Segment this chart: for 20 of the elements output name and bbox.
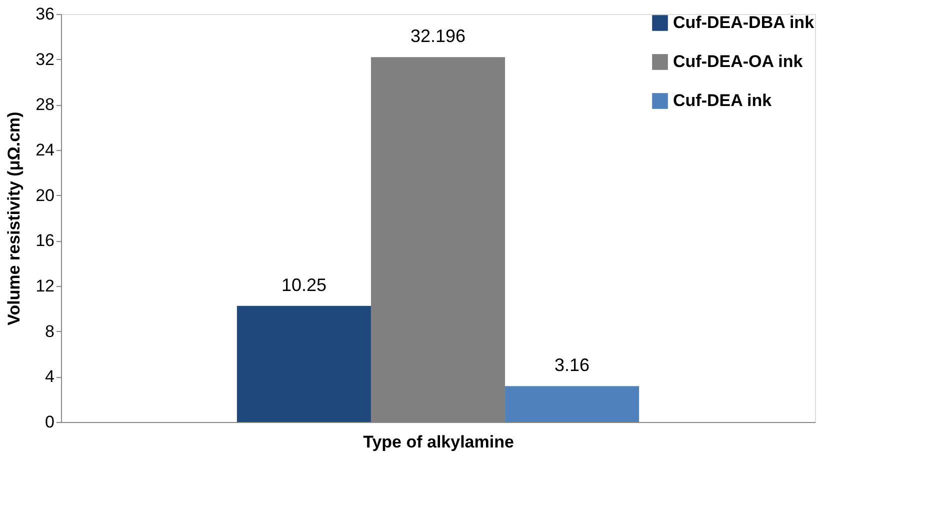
y-tick-label: 28 — [36, 95, 54, 114]
data-label: 10.25 — [281, 274, 326, 295]
y-tick-label: 16 — [36, 231, 54, 250]
y-tick-label: 36 — [36, 4, 54, 24]
y-tick-label: 32 — [36, 50, 54, 69]
y-tick-label: 24 — [36, 140, 54, 160]
legend-label: Cuf-DEA-OA ink — [673, 52, 804, 71]
legend-label: Cuf-DEA ink — [673, 91, 772, 110]
data-label: 32.196 — [410, 26, 466, 46]
x-axis-title: Type of alkylamine — [363, 432, 514, 452]
legend-label: Cuf-DEA-DBA ink — [673, 13, 815, 32]
y-tick-label: 20 — [36, 186, 54, 205]
data-label: 3.16 — [554, 355, 590, 376]
y-axis-title: Volume resistivity (μΩ.cm) — [4, 112, 24, 326]
y-tick-label: 12 — [36, 276, 54, 296]
bar — [236, 306, 371, 422]
y-tick-label: 4 — [45, 367, 54, 386]
y-tick-label: 8 — [45, 322, 54, 341]
bar — [505, 386, 640, 422]
y-tick-label: 0 — [45, 412, 54, 432]
